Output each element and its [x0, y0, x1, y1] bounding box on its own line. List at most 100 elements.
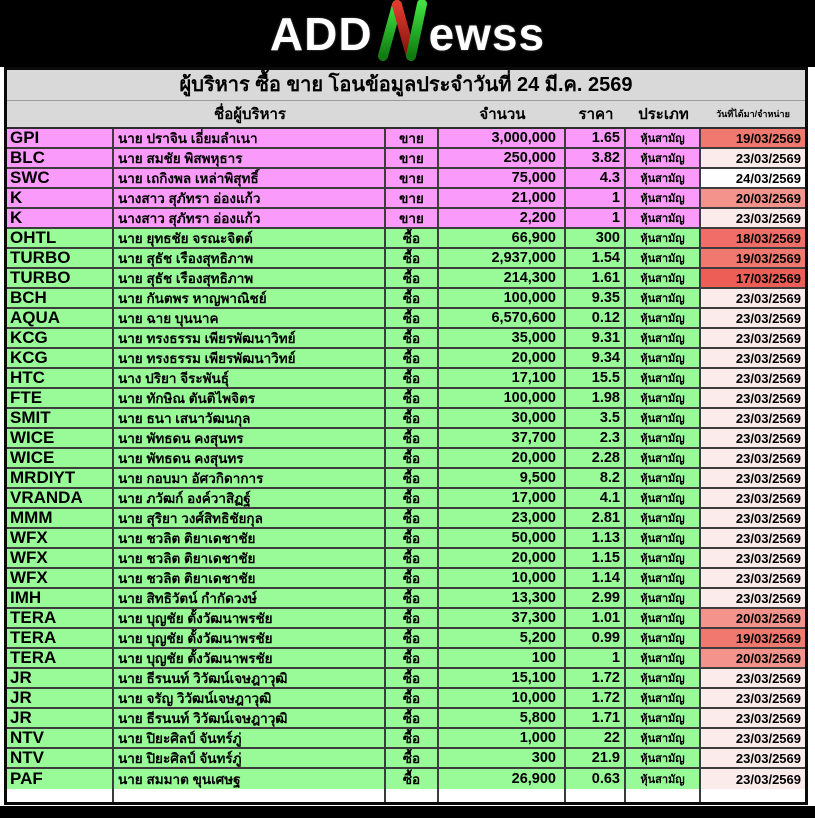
action-cell: ซื้อ	[386, 509, 439, 527]
executive-name-cell: นาย ยุทธชัย จรณะจิตต์	[114, 229, 386, 247]
executive-name-cell: นาง ปริยา จีระพันธุ์	[114, 369, 386, 387]
action-cell: ซื้อ	[386, 429, 439, 447]
symbol-cell: IMH	[7, 589, 114, 607]
amount-cell: 300	[439, 749, 566, 767]
header-type: ประเภท	[638, 106, 689, 123]
date-cell: 23/03/2569	[701, 449, 805, 467]
share-type-cell: หุ้นสามัญ	[626, 449, 701, 467]
action-cell: ซื้อ	[386, 689, 439, 707]
price-cell: 1.98	[566, 389, 626, 407]
price-cell: 1.72	[566, 669, 626, 687]
table-row: BLC นาย สมชัย พิสพหุธาร ขาย 250,000 3.82…	[7, 149, 805, 169]
table-row: MRDIYT นาย กอบมา อัศวกิดาการ ซื้อ 9,500 …	[7, 469, 805, 489]
amount-cell: 5,800	[439, 709, 566, 727]
date-cell: 23/03/2569	[701, 569, 805, 587]
date-cell: 23/03/2569	[701, 309, 805, 327]
executive-name-cell: นางสาว สุภัทรา อ่องแก้ว	[114, 209, 386, 227]
price-cell: 4.3	[566, 169, 626, 187]
price-cell: 1	[566, 189, 626, 207]
page-title: ผู้บริหาร ซื้อ ขาย โอนข้อมูลประจำวันที่ …	[7, 70, 805, 101]
date-cell: 23/03/2569	[701, 749, 805, 767]
share-type-cell: หุ้นสามัญ	[626, 529, 701, 547]
price-cell: 1.14	[566, 569, 626, 587]
date-cell: 23/03/2569	[701, 389, 805, 407]
share-type-cell: หุ้นสามัญ	[626, 269, 701, 287]
symbol-cell: TERA	[7, 629, 114, 647]
price-cell: 300	[566, 229, 626, 247]
symbol-cell: JR	[7, 669, 114, 687]
table-row: PAF นาย สมมาต ขุนเศษฐ ซื้อ 26,900 0.63 ห…	[7, 769, 805, 789]
table-row: TERA นาย บุญชัย ตั้งวัฒนาพรชัย ซื้อ 100 …	[7, 649, 805, 669]
executive-name-cell: นาย สิทธิวัตน์ กำกัดวงษ์	[114, 589, 386, 607]
date-cell: 24/03/2569	[701, 169, 805, 187]
share-type-cell: หุ้นสามัญ	[626, 589, 701, 607]
table-row: JR นาย ธีรนนท์ วิวัฒน์เจษฎาวุฒิ ซื้อ 5,8…	[7, 709, 805, 729]
share-type-cell: หุ้นสามัญ	[626, 629, 701, 647]
action-cell: ขาย	[386, 149, 439, 167]
executive-name-cell: นาย บุญชัย ตั้งวัฒนาพรชัย	[114, 629, 386, 647]
share-type-cell: หุ้นสามัญ	[626, 249, 701, 267]
action-cell: ซื้อ	[386, 269, 439, 287]
date-cell: 23/03/2569	[701, 689, 805, 707]
symbol-cell: WICE	[7, 429, 114, 447]
share-type-cell: หุ้นสามัญ	[626, 489, 701, 507]
action-cell: ซื้อ	[386, 729, 439, 747]
price-cell: 2.81	[566, 509, 626, 527]
empty-row	[7, 789, 805, 802]
logo-n-icon	[377, 0, 427, 61]
action-cell: ซื้อ	[386, 289, 439, 307]
symbol-cell: AQUA	[7, 309, 114, 327]
price-cell: 2.99	[566, 589, 626, 607]
symbol-cell: TURBO	[7, 269, 114, 287]
action-cell: ซื้อ	[386, 349, 439, 367]
symbol-cell: VRANDA	[7, 489, 114, 507]
share-type-cell: หุ้นสามัญ	[626, 129, 701, 147]
amount-cell: 23,000	[439, 509, 566, 527]
header-date: วันที่ได้มา/จำหน่าย	[716, 109, 790, 119]
table-row: OHTL นาย ยุทธชัย จรณะจิตต์ ซื้อ 66,900 3…	[7, 229, 805, 249]
share-type-cell: หุ้นสามัญ	[626, 369, 701, 387]
price-cell: 3.5	[566, 409, 626, 427]
symbol-cell: K	[7, 189, 114, 207]
price-cell: 3.82	[566, 149, 626, 167]
table-row: KCG นาย ทรงธรรม เพียรพัฒนาวิทย์ ซื้อ 20,…	[7, 349, 805, 369]
price-cell: 1	[566, 209, 626, 227]
share-type-cell: หุ้นสามัญ	[626, 709, 701, 727]
date-cell: 20/03/2569	[701, 609, 805, 627]
amount-cell: 17,100	[439, 369, 566, 387]
executive-name-cell: นาย ชวลิต ติยาเดชาชัย	[114, 529, 386, 547]
date-cell: 23/03/2569	[701, 289, 805, 307]
symbol-cell: OHTL	[7, 229, 114, 247]
share-type-cell: หุ้นสามัญ	[626, 749, 701, 767]
date-cell: 23/03/2569	[701, 209, 805, 227]
executive-name-cell: นาย ทรงธรรม เพียรพัฒนาวิทย์	[114, 329, 386, 347]
share-type-cell: หุ้นสามัญ	[626, 409, 701, 427]
symbol-cell: WFX	[7, 549, 114, 567]
table-row: VRANDA นาย ภวัฒก์ องค์วาสิฏฐ์ ซื้อ 17,00…	[7, 489, 805, 509]
date-cell: 23/03/2569	[701, 149, 805, 167]
table-row: KCG นาย ทรงธรรม เพียรพัฒนาวิทย์ ซื้อ 35,…	[7, 329, 805, 349]
share-type-cell: หุ้นสามัญ	[626, 329, 701, 347]
price-cell: 0.63	[566, 769, 626, 789]
executive-name-cell: นาย ธีรนนท์ วิวัฒน์เจษฎาวุฒิ	[114, 709, 386, 727]
action-cell: ซื้อ	[386, 309, 439, 327]
price-cell: 1.13	[566, 529, 626, 547]
table-row: JR นาย จรัญ วิวัฒน์เจษฎาวุฒิ ซื้อ 10,000…	[7, 689, 805, 709]
action-cell: ซื้อ	[386, 489, 439, 507]
symbol-cell: BCH	[7, 289, 114, 307]
amount-cell: 250,000	[439, 149, 566, 167]
table-row: TERA นาย บุญชัย ตั้งวัฒนาพรชัย ซื้อ 5,20…	[7, 629, 805, 649]
symbol-cell: PAF	[7, 769, 114, 789]
amount-cell: 214,300	[439, 269, 566, 287]
action-cell: ขาย	[386, 169, 439, 187]
amount-cell: 37,700	[439, 429, 566, 447]
share-type-cell: หุ้นสามัญ	[626, 509, 701, 527]
executive-name-cell: นาย พัทธดน คงสุนทร	[114, 449, 386, 467]
action-cell: ซื้อ	[386, 769, 439, 789]
header-price: ราคา	[578, 106, 614, 123]
action-cell: ซื้อ	[386, 449, 439, 467]
executive-name-cell: นาย สุริยา วงศ์สิทธิชัยกุล	[114, 509, 386, 527]
date-cell: 23/03/2569	[701, 469, 805, 487]
price-cell: 1.72	[566, 689, 626, 707]
executive-name-cell: นาย สุธัช เรืองสุทธิภาพ	[114, 269, 386, 287]
